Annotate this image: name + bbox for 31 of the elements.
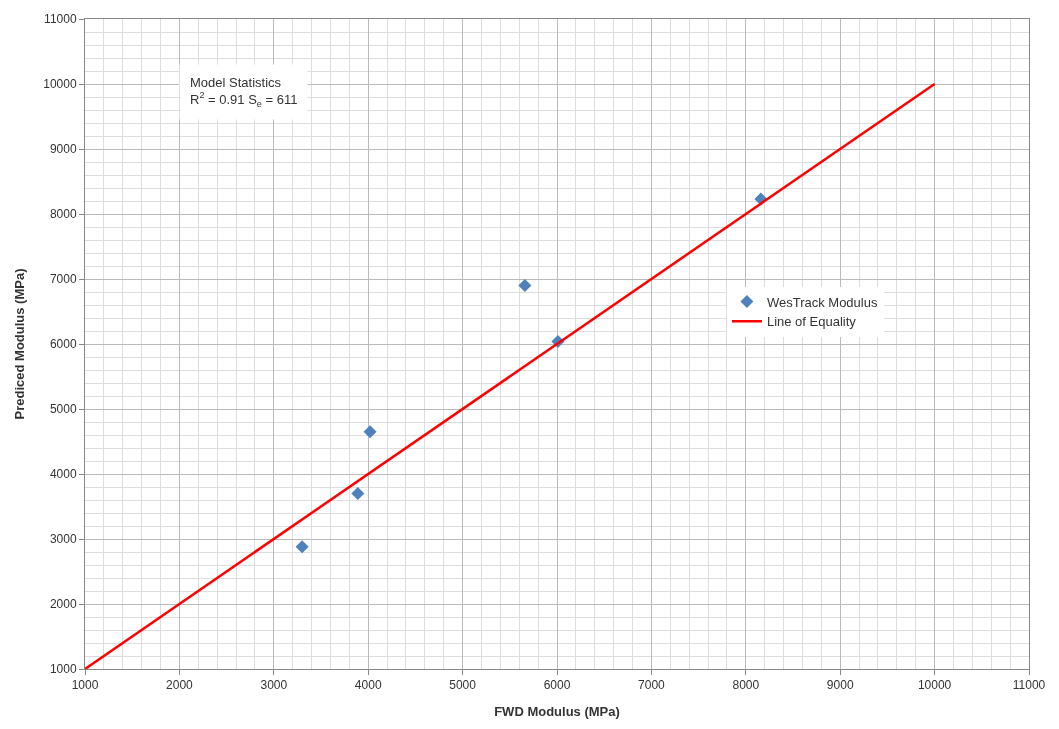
y-tick-label: 1000 bbox=[49, 662, 77, 677]
legend-label: Line of Equality bbox=[766, 314, 857, 330]
y-axis-title: Prediced Modulus (MPa) bbox=[12, 268, 28, 420]
y-tick-label: 2000 bbox=[49, 597, 77, 612]
y-tick-label: 3000 bbox=[49, 532, 77, 547]
point bbox=[518, 279, 532, 292]
x-tick-label: 9000 bbox=[826, 678, 854, 693]
x-tick-label: 3000 bbox=[260, 678, 288, 693]
x-tick-label: 11000 bbox=[1012, 678, 1046, 693]
x-tick-label: 6000 bbox=[543, 678, 571, 693]
y-tick-label: 6000 bbox=[49, 337, 77, 352]
y-tick-label: 7000 bbox=[49, 272, 77, 287]
y-tick-label: 8000 bbox=[49, 207, 77, 222]
point bbox=[295, 540, 309, 554]
x-tick-label: 5000 bbox=[449, 678, 477, 693]
legend-label: WesTrack Modulus bbox=[766, 294, 878, 310]
point bbox=[351, 487, 365, 500]
x-tick-label: 8000 bbox=[732, 678, 760, 693]
x-tick-label: 7000 bbox=[638, 678, 666, 693]
y-tick-label: 10000 bbox=[43, 77, 77, 92]
x-tick-label: 1000 bbox=[71, 678, 99, 693]
y-tick-label: 4000 bbox=[49, 467, 77, 482]
annotation: Model Statistics R$^{2}$ = 0.91 S$_{e}$ = 611 bbox=[190, 75, 298, 109]
x-axis-title: FWD Modulus (MPa) bbox=[494, 704, 620, 719]
point bbox=[363, 425, 377, 439]
x-tick-label: 10000 bbox=[917, 678, 952, 693]
y-tick-label: 11000 bbox=[44, 12, 77, 27]
x-tick-label: 4000 bbox=[354, 678, 382, 693]
x-tick-label: 2000 bbox=[166, 678, 194, 693]
y-tick-label: 9000 bbox=[49, 142, 77, 157]
y-tick-label: 5000 bbox=[49, 402, 77, 417]
